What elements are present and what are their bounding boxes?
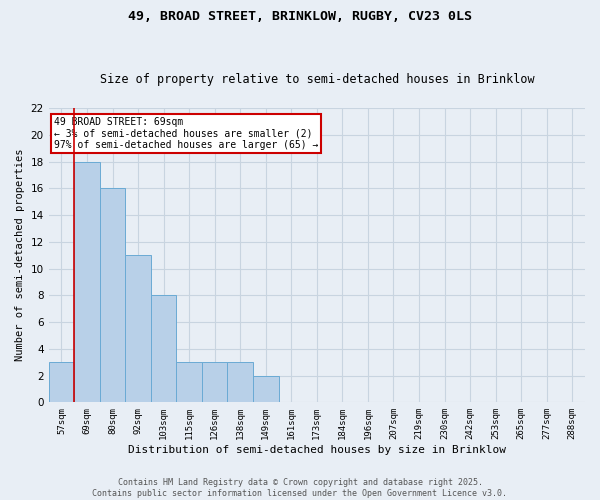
Text: 49, BROAD STREET, BRINKLOW, RUGBY, CV23 0LS: 49, BROAD STREET, BRINKLOW, RUGBY, CV23 … <box>128 10 472 23</box>
Bar <box>74 162 100 402</box>
Bar <box>202 362 227 403</box>
X-axis label: Distribution of semi-detached houses by size in Brinklow: Distribution of semi-detached houses by … <box>128 445 506 455</box>
Y-axis label: Number of semi-detached properties: Number of semi-detached properties <box>15 149 25 362</box>
Bar <box>100 188 125 402</box>
Bar <box>227 362 253 403</box>
Text: 49 BROAD STREET: 69sqm
← 3% of semi-detached houses are smaller (2)
97% of semi-: 49 BROAD STREET: 69sqm ← 3% of semi-deta… <box>54 117 319 150</box>
Title: Size of property relative to semi-detached houses in Brinklow: Size of property relative to semi-detach… <box>100 73 534 86</box>
Bar <box>176 362 202 403</box>
Bar <box>151 296 176 403</box>
Text: Contains HM Land Registry data © Crown copyright and database right 2025.
Contai: Contains HM Land Registry data © Crown c… <box>92 478 508 498</box>
Bar <box>49 362 74 403</box>
Bar <box>125 255 151 402</box>
Bar <box>253 376 278 402</box>
